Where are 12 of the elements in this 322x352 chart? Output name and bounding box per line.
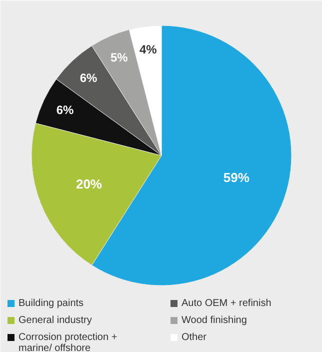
legend-label: Corrosion protection + marine/ offshore [18,332,118,352]
legend-label: Wood finishing [182,315,247,326]
data-label: 59% [223,170,250,185]
data-label: 6% [80,70,98,85]
data-label: 20% [76,176,102,192]
data-label: 6% [56,103,74,118]
data-label: 5% [110,50,128,65]
legend-label: Auto OEM + refinish [182,298,272,309]
legend-label: General industry [18,315,92,326]
data-label: 4% [139,42,158,57]
legend-label: Building paints [18,298,84,309]
legend-label: Other [182,332,208,343]
